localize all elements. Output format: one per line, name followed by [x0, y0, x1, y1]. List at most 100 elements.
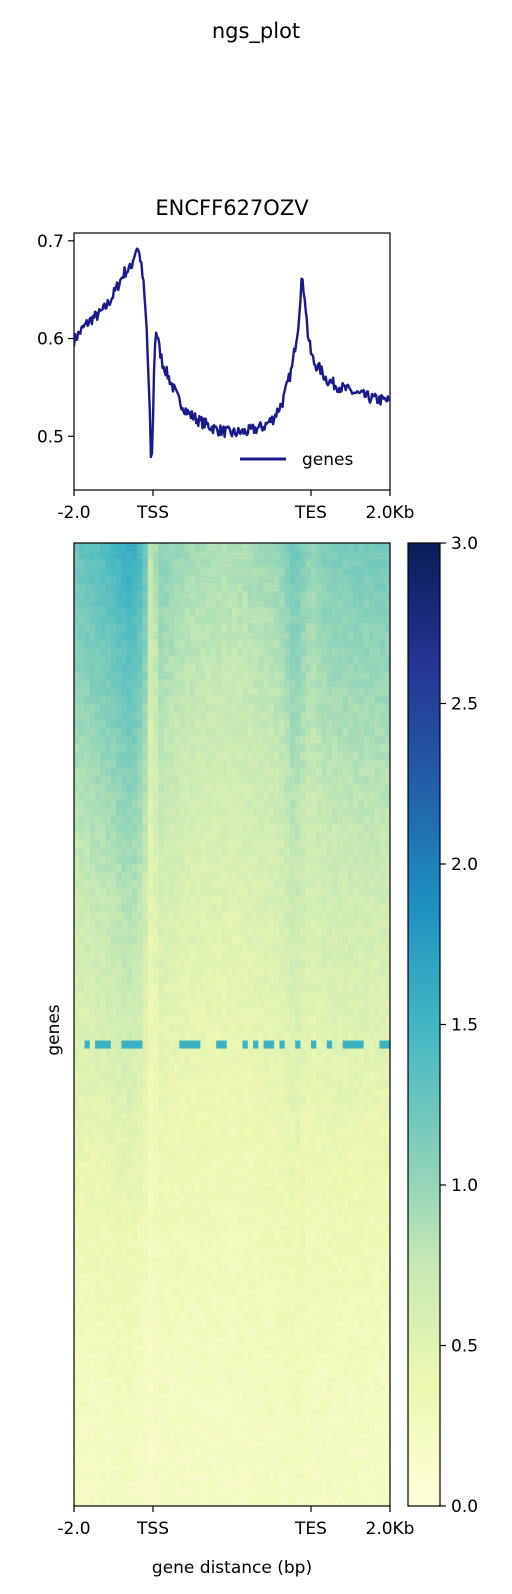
heatmap-cell [195, 968, 201, 977]
heatmap-cell [242, 671, 249, 680]
heatmap-cell [116, 872, 122, 881]
heatmap-cell [205, 1152, 212, 1162]
heatmap-cell [347, 551, 354, 560]
heatmap-cell [100, 711, 106, 720]
heatmap-cell [258, 703, 264, 712]
heatmap-cell [358, 607, 365, 616]
heatmap-cell [332, 607, 338, 616]
heatmap-cell [174, 671, 180, 680]
heatmap-cell [279, 783, 286, 793]
heatmap-cell [242, 855, 249, 865]
heatmap-cell [121, 807, 128, 817]
heatmap-cell [116, 735, 122, 745]
heatmap-cell [295, 615, 301, 624]
heatmap-cell [158, 719, 164, 728]
heatmap-cell [358, 559, 365, 568]
heatmap-cell [189, 791, 196, 801]
heatmap-cell [79, 1144, 85, 1154]
heatmap-cell [131, 623, 138, 632]
heatmap-cell [316, 679, 322, 688]
heatmap-cell [237, 992, 243, 1001]
heatmap-cell [289, 1136, 296, 1146]
heatmap-cell [289, 1080, 296, 1090]
heatmap-cell [174, 711, 180, 720]
heatmap-cell [110, 655, 117, 664]
heatmap-cell [295, 1088, 301, 1098]
heatmap-cell [237, 1008, 243, 1017]
heatmap-cell [158, 575, 164, 584]
heatmap-cell [216, 872, 222, 881]
heatmap-cell [105, 727, 112, 737]
heatmap-cell [295, 799, 301, 809]
heatmap-cell [311, 679, 317, 688]
heatmap-cell [200, 831, 207, 841]
heatmap-cell [311, 1024, 317, 1033]
heatmap-cell [105, 743, 112, 753]
heatmap-cell [79, 872, 85, 881]
heatmap-cell [105, 847, 112, 857]
heatmap-cell [242, 952, 249, 961]
heatmap-cell [179, 896, 185, 905]
heatmap-cell [168, 1064, 175, 1074]
heatmap-cell [226, 551, 233, 560]
heatmap-cell [153, 1112, 159, 1122]
heatmap-cell [237, 783, 243, 793]
heatmap-cell [332, 687, 338, 696]
heatmap-cell [168, 583, 175, 592]
heatmap-cell [321, 1048, 328, 1058]
heatmap-cell [174, 831, 180, 841]
heatmap-cell [221, 976, 228, 985]
heatmap-cell [89, 888, 96, 897]
heatmap-cell [221, 815, 228, 825]
heatmap-cell [110, 968, 117, 977]
heatmap-cell [195, 655, 201, 664]
heatmap-cell [374, 968, 380, 977]
heatmap-cell [384, 992, 391, 1001]
heatmap-cell [221, 1000, 228, 1009]
heatmap-cell [105, 647, 112, 656]
heatmap-cell [131, 904, 138, 913]
heatmap-cell [174, 976, 180, 985]
heatmap-cell [216, 575, 222, 584]
heatmap-cell [316, 783, 322, 793]
heatmap-cell [147, 839, 154, 849]
heatmap-cell [289, 839, 296, 849]
heatmap-cell [268, 583, 275, 592]
heatmap-cell [311, 1016, 317, 1025]
heatmap-cell [184, 960, 191, 969]
heatmap-cell [163, 615, 170, 624]
heatmap-cell [321, 1128, 328, 1138]
heatmap-cell [131, 1112, 138, 1122]
heatmap-cell [263, 783, 270, 793]
heatmap-cell [258, 591, 264, 600]
heatmap-cell [100, 1136, 106, 1146]
heatmap-cell [200, 936, 207, 945]
heatmap-cell [116, 1160, 122, 1170]
heatmap-cell [142, 831, 149, 841]
heatmap-cell [300, 1032, 307, 1041]
heatmap-cell [305, 1128, 312, 1138]
heatmap-cell [342, 839, 349, 849]
heatmap-cell [84, 631, 91, 640]
heatmap-cell [121, 992, 128, 1001]
heatmap-cell [200, 639, 207, 648]
heatmap-cell [284, 888, 291, 897]
heatmap-cell [226, 920, 233, 929]
heatmap-cell [384, 735, 391, 745]
heatmap-cell [332, 1000, 338, 1009]
heatmap-cell [174, 607, 180, 616]
heatmap-cell [179, 735, 185, 745]
heatmap-cell [147, 1201, 154, 1210]
heatmap-cell [263, 1136, 270, 1146]
heatmap-cell [321, 783, 328, 793]
heatmap-cell [195, 855, 201, 865]
heatmap-cell [384, 655, 391, 664]
heatmap-cell [105, 639, 112, 648]
heatmap-cell [353, 880, 359, 889]
heatmap-cell [179, 864, 185, 873]
heatmap-cell [316, 888, 322, 897]
heatmap-cell [247, 703, 254, 712]
heatmap-cell [379, 839, 386, 849]
heatmap-cell [153, 679, 159, 688]
